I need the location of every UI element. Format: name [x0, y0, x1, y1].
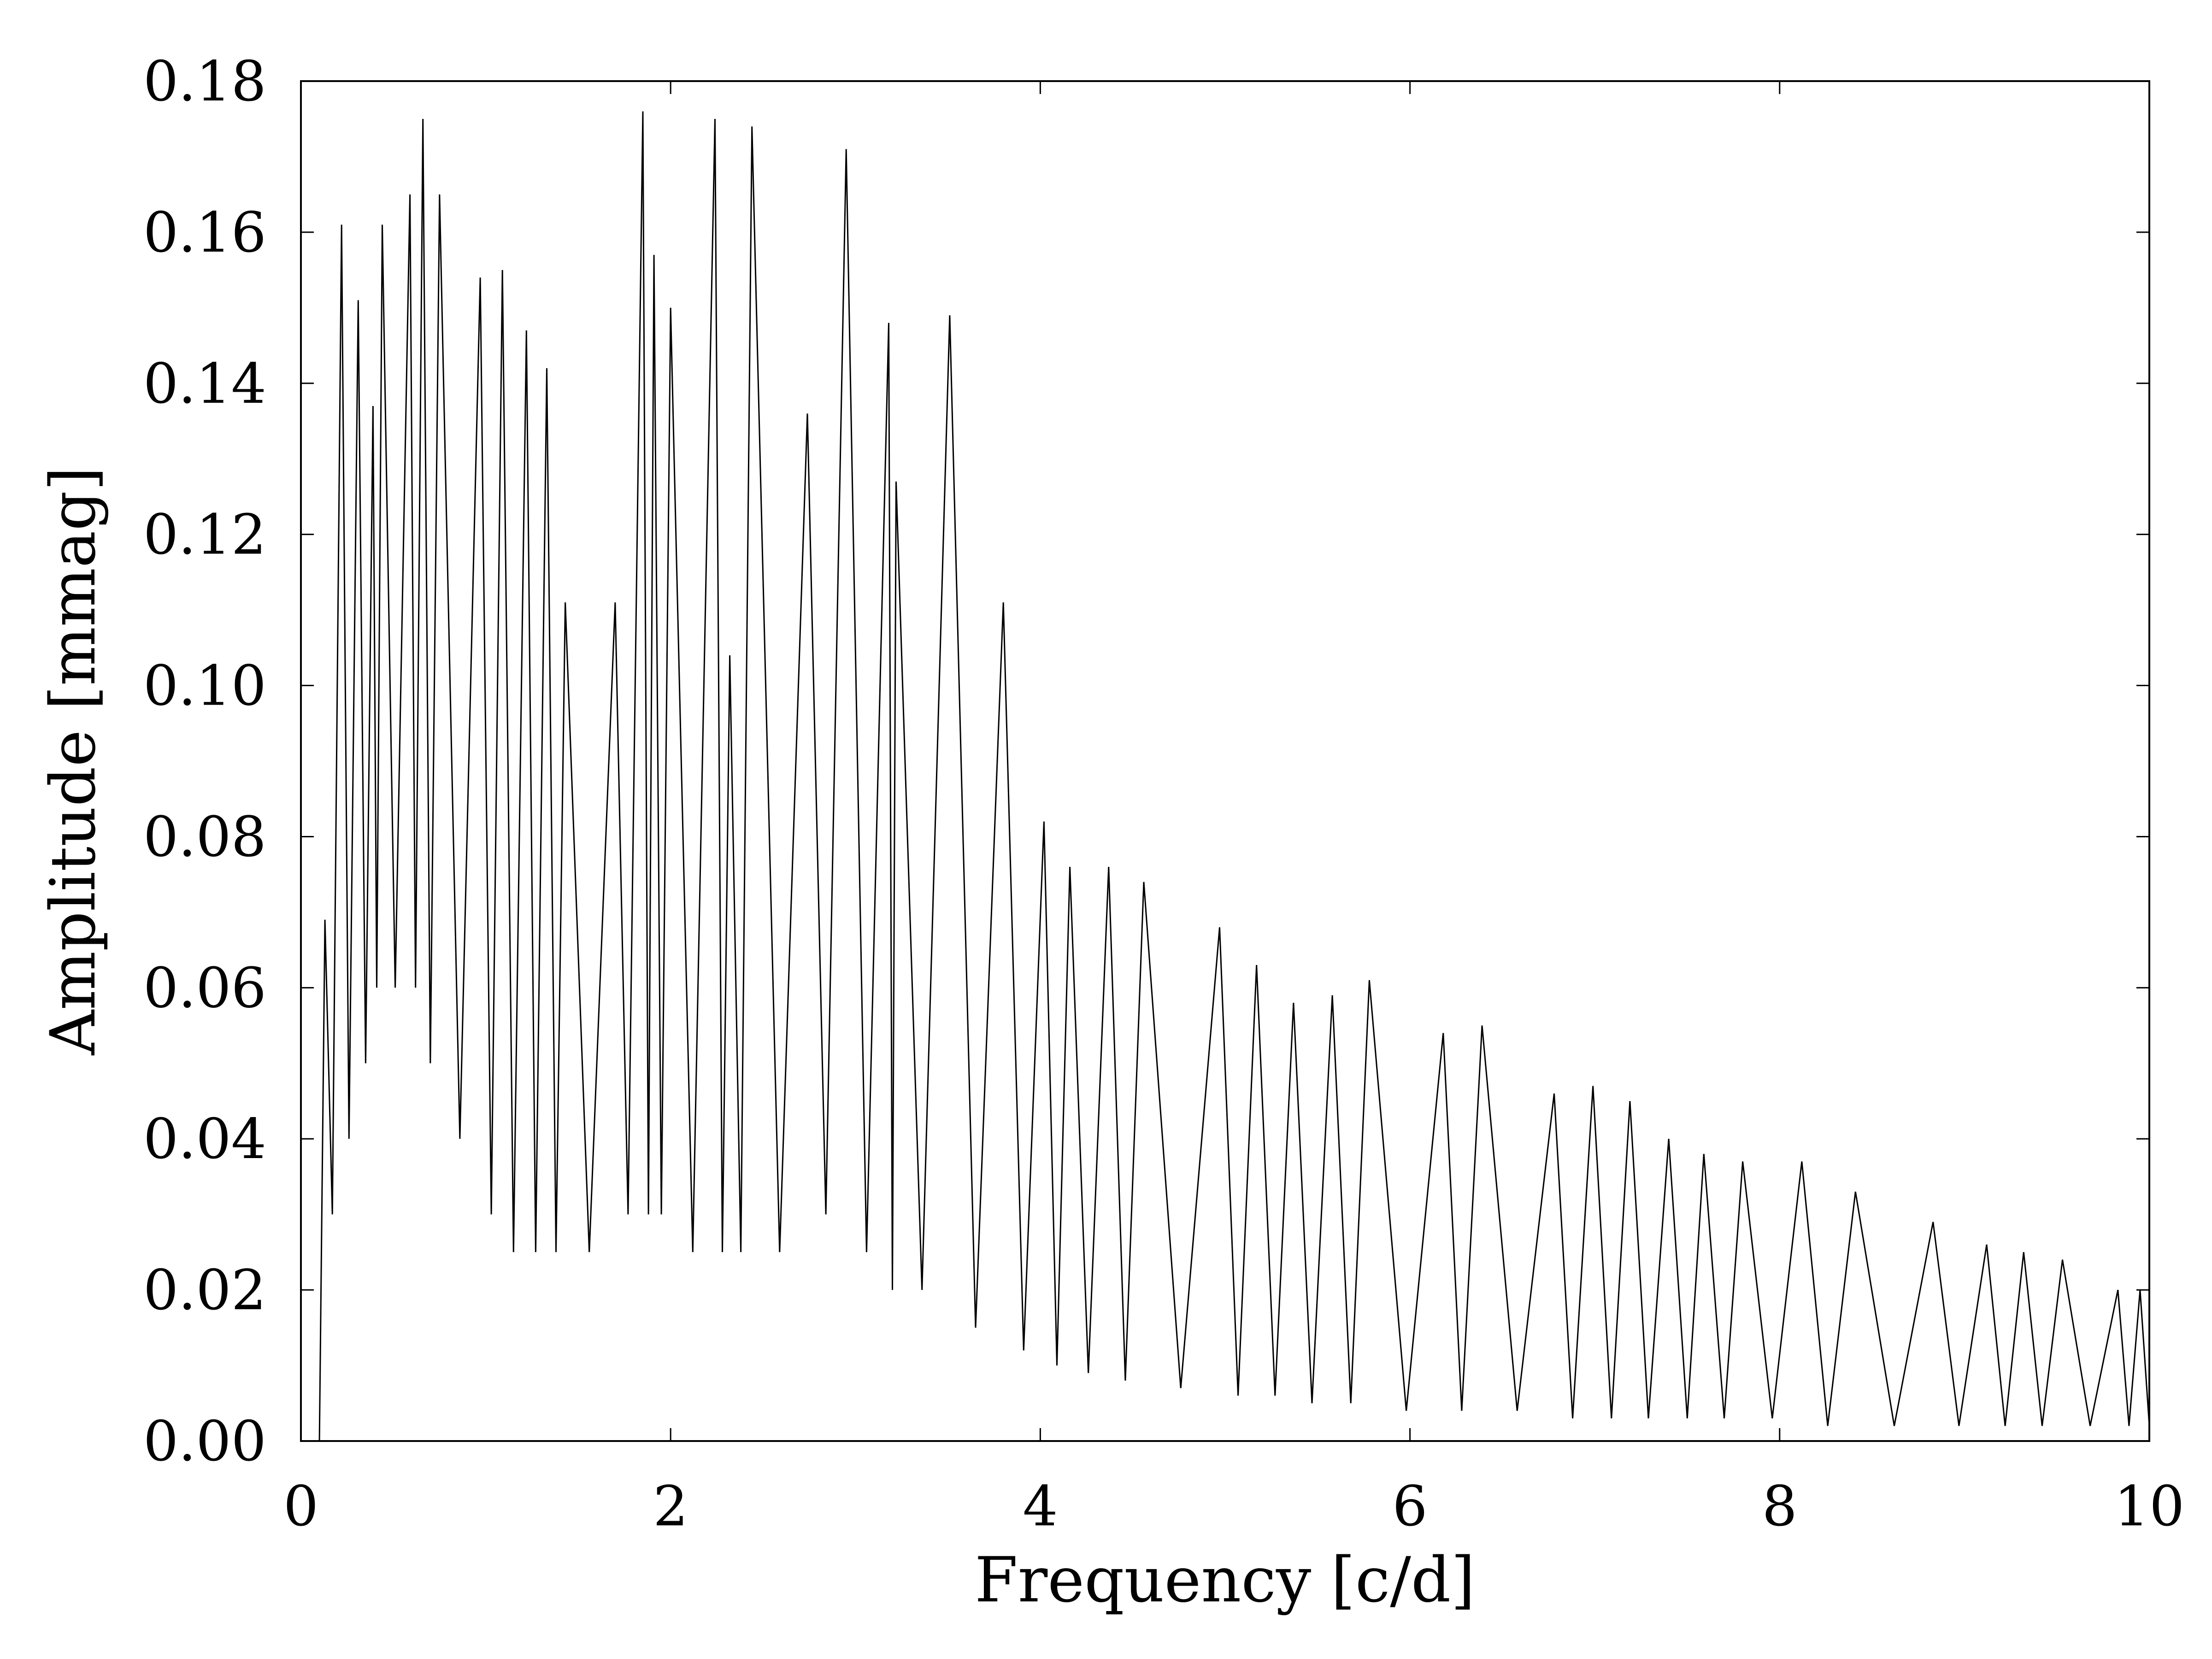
- y-tick-label: 0.16: [143, 201, 266, 265]
- y-tick-label: 0.02: [143, 1259, 266, 1323]
- y-tick-label: 0.14: [143, 352, 266, 416]
- y-tick-label: 0.04: [143, 1107, 266, 1171]
- y-tick-label: 0.00: [143, 1410, 266, 1474]
- y-axis-label: Amplitude [mmag]: [37, 467, 109, 1056]
- y-tick-label: 0.18: [143, 50, 266, 114]
- spectrum-line: [318, 111, 2150, 1441]
- x-tick-label: 2: [653, 1475, 688, 1539]
- x-tick-label: 10: [2114, 1475, 2185, 1539]
- x-tick-label: 8: [1762, 1475, 1797, 1539]
- y-tick-label: 0.06: [143, 956, 266, 1020]
- x-tick-label: 0: [283, 1475, 318, 1539]
- x-tick-label: 4: [1023, 1475, 1058, 1539]
- x-tick-label: 6: [1392, 1475, 1427, 1539]
- plot-frame: [300, 80, 2150, 1442]
- y-tick-label: 0.12: [143, 503, 266, 567]
- y-tick-label: 0.08: [143, 805, 266, 869]
- x-axis-label: Frequency [c/d]: [975, 1544, 1475, 1616]
- y-tick-label: 0.10: [143, 654, 266, 718]
